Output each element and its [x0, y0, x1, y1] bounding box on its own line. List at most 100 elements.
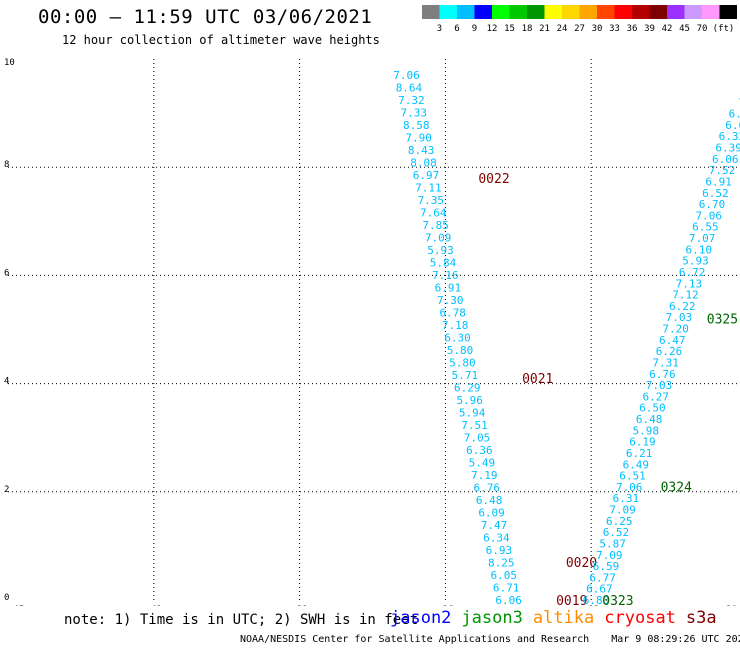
time-label: 0323 — [602, 594, 633, 606]
x-tick-label: -36 — [437, 605, 453, 606]
color-scale-label: 21 — [539, 24, 550, 34]
wave-height-value: 6.93 — [486, 544, 513, 557]
wave-height-value: 6.48 — [636, 413, 663, 426]
wave-height-value: 6.31 — [613, 492, 640, 505]
credit-text: NOAA/NESDIS Center for Satellite Applica… — [240, 634, 590, 645]
wave-height-value: 5.87 — [599, 537, 626, 550]
y-tick-label: 0 — [4, 593, 9, 603]
color-scale-label: 45 — [679, 24, 690, 34]
y-tick-label: 2 — [4, 485, 9, 495]
wave-height-value: 6.91 — [705, 175, 732, 188]
color-swatch — [457, 5, 475, 19]
wave-height-value: 6.52 — [603, 526, 630, 539]
color-swatch — [527, 5, 545, 19]
wave-height-value: 6.51 — [619, 470, 646, 483]
wave-height-value: 7.20 — [662, 323, 689, 336]
y-tick-label: 8 — [4, 160, 9, 170]
wave-height-value: 7.35 — [418, 194, 445, 207]
x-tick-label: -33 — [583, 605, 599, 606]
x-tick-label: -30 — [721, 605, 737, 606]
wave-height-value: 7 — [739, 96, 740, 109]
wave-height-value: 6.72 — [679, 266, 706, 279]
color-swatch — [439, 5, 457, 19]
wave-height-value: 6.36 — [466, 444, 493, 457]
color-swatch — [562, 5, 580, 19]
color-swatch — [632, 5, 650, 19]
wave-height-value: 8.08 — [410, 157, 437, 170]
x-tick-label: -42 — [146, 605, 162, 606]
wave-height-value: 7.31 — [652, 356, 679, 369]
wave-height-value: 5.80 — [447, 344, 474, 357]
wave-height-value: 6.06 — [495, 594, 522, 606]
color-scale-unit: (ft) — [713, 24, 735, 34]
wave-height-value: 6.76 — [649, 368, 676, 381]
wave-height-value: 7.16 — [432, 269, 459, 282]
wave-height-value: 7.90 — [405, 132, 432, 145]
wave-height-value: 6.59 — [593, 560, 620, 573]
legend-item-cryosat: cryosat — [604, 608, 676, 628]
color-scale-label: 15 — [504, 24, 515, 34]
wave-height-value: 7.30 — [437, 294, 464, 307]
wave-height-value: 7.52 — [709, 164, 736, 177]
wave-height-value: 7.06 — [393, 69, 420, 82]
wave-height-value: 6.26 — [656, 345, 683, 358]
color-scale-label: 42 — [662, 24, 673, 34]
wave-height-value: 5.93 — [682, 255, 709, 268]
legend-item-jason2: jason2 — [390, 608, 452, 628]
wave-height-value: 6.50 — [639, 402, 666, 415]
time-label: 0019 — [556, 594, 587, 606]
color-scale-label: 30 — [592, 24, 603, 34]
wave-height-value: 6.10 — [686, 243, 713, 256]
wave-height-value: 6.77 — [589, 571, 616, 584]
time-label: 0325 — [707, 313, 738, 328]
color-scale-label: 24 — [557, 24, 568, 34]
color-swatch — [719, 5, 737, 19]
legend-item-jason3: jason3 — [461, 608, 523, 628]
y-tick-label: 10 — [4, 58, 15, 68]
legend-item-s3a: s3a — [685, 608, 717, 628]
chart-subtitle: 12 hour collection of altimeter wave hei… — [62, 33, 380, 47]
x-tick-label: -45 — [8, 605, 24, 606]
wave-height-value: 7.03 — [646, 379, 673, 392]
wave-height-value: 7.07 — [689, 232, 716, 245]
wave-height-value: 6.34 — [483, 532, 510, 545]
wave-height-value: 7.09 — [609, 504, 636, 517]
color-scale-label: 18 — [522, 24, 533, 34]
color-scale-label: 27 — [574, 24, 585, 34]
y-tick-label: 4 — [4, 377, 9, 387]
wave-height-value: 6.78 — [439, 307, 466, 320]
wave-height-value: 6.27 — [642, 390, 669, 403]
wave-height-value: 5.93 — [427, 244, 454, 257]
color-scale-label: 33 — [609, 24, 620, 34]
wave-height-value: 7.09 — [596, 549, 623, 562]
y-tick-label: 6 — [4, 268, 9, 278]
color-swatch — [474, 5, 492, 19]
wave-height-value: 6.70 — [699, 198, 726, 211]
time-label: 0021 — [522, 372, 553, 387]
wave-height-value: 6.19 — [629, 436, 656, 449]
wave-height-value: 7.13 — [676, 277, 703, 290]
wave-height-value: 7.51 — [461, 419, 488, 432]
color-scale-label: 12 — [487, 24, 498, 34]
generated-timestamp: Mar 9 08:29:26 UTC 2021 — [611, 634, 740, 645]
wave-height-value: 7.06 — [695, 209, 722, 222]
wave-height-value: 6.80 — [583, 594, 610, 606]
color-swatch — [649, 5, 667, 19]
wave-height-value: 6.39 — [715, 142, 740, 155]
wave-height-value: 8.58 — [403, 119, 430, 132]
wave-height-value: 6.29 — [454, 382, 481, 395]
color-swatch — [509, 5, 527, 19]
satellite-legend: jason2 jason3 altika cryosat s3a — [390, 608, 727, 628]
color-scale-label: 3 — [437, 24, 442, 34]
wave-height-value: 6.25 — [606, 515, 633, 528]
wave-height-value: 6.52 — [702, 187, 729, 200]
wave-height-value: 7.18 — [442, 319, 469, 332]
satellite-track: 6.806.676.776.597.095.876.526.257.096.31… — [583, 96, 740, 606]
color-swatch — [597, 5, 615, 19]
wave-height-value: 5.49 — [469, 457, 496, 470]
wave-height-value: 6.06 — [712, 153, 739, 166]
time-label: 0324 — [661, 480, 692, 495]
credit-line: NOAA/NESDIS Center for Satellite Applica… — [240, 634, 740, 645]
wave-height-value: 6.05 — [490, 569, 517, 582]
color-scale-label: 39 — [644, 24, 655, 34]
